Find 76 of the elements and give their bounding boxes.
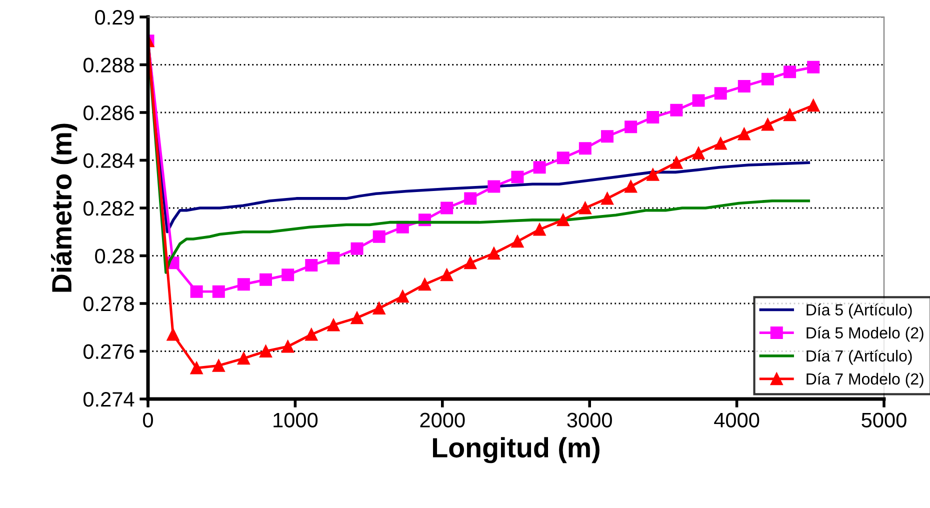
legend-label: Día 5 Modelo (2)	[806, 326, 924, 342]
point	[418, 278, 431, 291]
point	[237, 352, 250, 365]
point	[305, 259, 318, 272]
point	[305, 328, 318, 341]
point	[670, 156, 683, 169]
point	[212, 285, 225, 298]
x-tick-label: 2000	[420, 412, 465, 428]
point	[761, 72, 774, 86]
point	[578, 142, 592, 155]
point	[350, 312, 364, 324]
point	[212, 359, 225, 372]
point	[282, 340, 294, 353]
x-tick-label: 3000	[567, 412, 612, 428]
y-tick-label: 0.278	[83, 296, 134, 312]
point	[784, 108, 796, 122]
y-tick-label: 0.288	[83, 58, 134, 73]
point	[372, 302, 386, 315]
point	[237, 278, 250, 291]
y-tick-label: 0.282	[83, 201, 134, 216]
point	[350, 242, 364, 255]
point	[738, 128, 750, 140]
point	[260, 345, 272, 358]
x-tick-label: 1000	[274, 412, 318, 428]
point	[260, 273, 272, 286]
point	[784, 66, 796, 78]
point	[190, 285, 203, 298]
x-tick-label: 5000	[862, 412, 906, 428]
point	[624, 120, 638, 134]
point	[807, 99, 820, 112]
point	[464, 256, 477, 270]
point	[578, 202, 592, 214]
point	[488, 247, 500, 260]
point	[692, 146, 705, 160]
point	[190, 362, 203, 374]
point	[714, 87, 727, 100]
point	[646, 168, 660, 181]
point	[464, 192, 477, 205]
point	[738, 80, 750, 92]
point	[372, 230, 386, 243]
point	[556, 152, 570, 164]
y-tick-label: 0.29	[95, 10, 134, 25]
x-axis-title: Longitud (m)	[433, 437, 600, 464]
y-tick-label: 0.286	[83, 106, 134, 120]
x-tick-label: 0	[143, 412, 153, 428]
y-axis-title: Diámetro (m)	[50, 124, 78, 292]
point	[714, 137, 727, 150]
point	[440, 268, 454, 282]
point	[533, 161, 546, 174]
y-tick-label: 0.274	[83, 392, 134, 407]
point	[556, 214, 570, 226]
point	[670, 104, 683, 116]
x-tick-label: 4000	[714, 412, 760, 428]
y-tick-label: 0.284	[83, 153, 134, 168]
legend-label: Día 5 (Artículo)	[806, 304, 912, 319]
point	[646, 111, 660, 124]
y-tick-label: 0.28	[95, 248, 134, 264]
point	[624, 180, 638, 193]
point	[440, 202, 454, 214]
point	[601, 192, 614, 205]
point	[601, 130, 614, 143]
point	[166, 328, 180, 341]
point	[533, 223, 546, 236]
point	[511, 235, 524, 248]
point	[327, 252, 340, 264]
point	[488, 180, 500, 193]
point	[761, 118, 774, 131]
legend-label: Día 7 Modelo (2)	[806, 372, 924, 388]
point	[692, 94, 705, 107]
point	[327, 318, 340, 332]
y-tick-label: 0.276	[83, 344, 134, 360]
legend-label: Día 7 (Artículo)	[806, 350, 912, 365]
point	[282, 268, 294, 282]
point	[807, 60, 820, 74]
point	[511, 170, 524, 184]
point	[396, 290, 409, 303]
